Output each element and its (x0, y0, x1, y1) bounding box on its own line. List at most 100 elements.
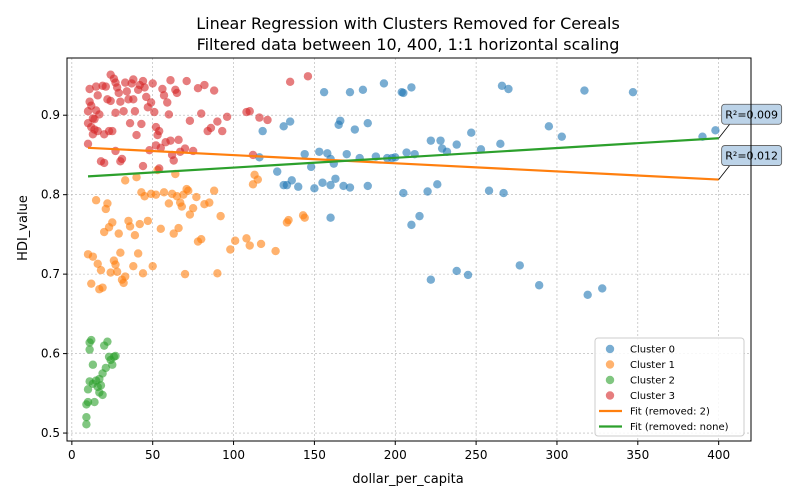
data-point (82, 412, 91, 422)
data-point (174, 223, 183, 233)
data-point (111, 108, 120, 118)
data-point (132, 172, 141, 182)
data-point (496, 139, 505, 149)
data-point (103, 337, 112, 346)
data-point (142, 92, 151, 102)
data-point (216, 211, 225, 221)
data-point (83, 397, 93, 407)
data-point (331, 174, 340, 183)
data-point (169, 229, 178, 238)
data-point (151, 141, 161, 150)
data-point (129, 75, 138, 84)
data-point (82, 420, 91, 429)
x-tick-label: 0 (68, 448, 76, 462)
data-point (85, 345, 94, 354)
data-point (121, 176, 130, 185)
data-point (336, 116, 345, 125)
data-point (138, 161, 148, 171)
y-tick-label: 0.9 (41, 108, 60, 122)
data-point (255, 113, 264, 122)
data-point (284, 215, 293, 225)
legend-marker (605, 375, 615, 385)
data-point (182, 76, 191, 86)
data-point (137, 119, 146, 129)
data-point (452, 140, 461, 149)
data-point (116, 248, 125, 257)
x-tick-label: 200 (384, 448, 407, 462)
data-point (303, 72, 313, 81)
x-tick-label: 400 (707, 448, 730, 462)
data-point (402, 148, 411, 157)
data-point (164, 110, 174, 119)
data-point (114, 88, 123, 98)
data-point (258, 126, 267, 136)
data-point (83, 385, 93, 394)
data-point (310, 184, 319, 193)
data-point (148, 261, 157, 271)
data-point (279, 122, 288, 131)
data-point (407, 83, 416, 92)
data-point (108, 218, 117, 227)
data-point (209, 86, 219, 95)
plot-frame (66, 57, 752, 442)
legend-label: Cluster 1 (630, 360, 675, 371)
data-point (222, 112, 232, 122)
data-point (300, 149, 309, 159)
data-point (121, 272, 130, 281)
data-point (230, 236, 240, 245)
data-point (273, 167, 282, 176)
data-point (101, 82, 111, 91)
legend-label: Fit (removed: none) (630, 422, 729, 433)
data-point (159, 188, 169, 197)
y-tick-label: 0.8 (41, 188, 60, 202)
data-point (101, 363, 111, 373)
data-point (497, 81, 507, 91)
data-point (463, 270, 473, 280)
data-point (88, 252, 98, 261)
data-point (129, 261, 138, 271)
data-point (363, 118, 372, 128)
data-point (534, 281, 544, 290)
data-point (125, 222, 135, 231)
data-point (122, 87, 132, 96)
data-point (426, 136, 436, 145)
data-point (91, 82, 101, 91)
data-point (119, 278, 128, 288)
data-point (197, 109, 206, 118)
data-point (263, 115, 272, 125)
annotation-box (721, 103, 783, 125)
fit-line (87, 137, 719, 178)
data-point (242, 234, 251, 243)
data-point (499, 188, 508, 198)
data-point (544, 122, 554, 131)
data-point (172, 192, 182, 201)
data-point (436, 136, 445, 145)
data-point (132, 130, 141, 140)
data-point (363, 181, 372, 191)
data-point (169, 156, 178, 165)
data-point (515, 261, 524, 270)
data-point (114, 229, 123, 238)
x-tick-label: 350 (626, 448, 649, 462)
y-tick-label: 0.7 (41, 267, 60, 281)
data-point (148, 79, 157, 88)
legend-label: Cluster 0 (630, 345, 675, 356)
data-point (166, 136, 175, 145)
data-point (135, 219, 144, 229)
data-point (200, 80, 209, 90)
data-point (98, 283, 107, 292)
data-point (326, 180, 335, 190)
data-point (628, 87, 638, 97)
data-point (185, 210, 195, 219)
data-point (399, 188, 408, 198)
data-point (116, 97, 125, 106)
legend-label: Cluster 2 (630, 376, 675, 387)
data-point (287, 176, 296, 185)
data-point (206, 123, 216, 133)
data-point (140, 192, 149, 201)
data-point (245, 241, 254, 250)
axis-ticks: 0 50 100 150 200 250 300 350 400 0.5 0.6 0.7 0.8 0.9 (41, 108, 730, 462)
data-point (253, 175, 263, 184)
data-point (583, 290, 592, 299)
data-point (218, 126, 227, 136)
